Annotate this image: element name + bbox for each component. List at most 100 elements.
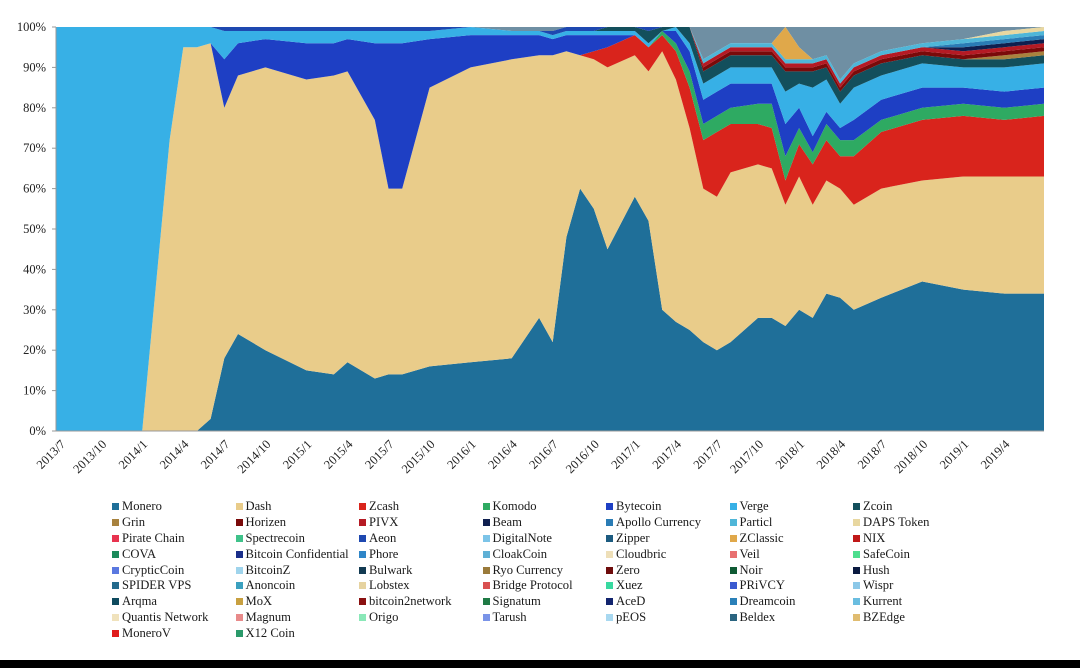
legend-label: Beam (492, 515, 522, 530)
x-tick-label: 2018/10 (891, 437, 930, 476)
legend-item: ZClassic (729, 530, 854, 547)
legend-label: CloakCoin (492, 546, 548, 561)
legend-item: DigitalNote (482, 531, 607, 547)
y-tick-label: 0% (29, 424, 46, 438)
legend-label: X12 Coin (245, 625, 295, 640)
legend-item: Magnum (235, 610, 360, 626)
legend-row: Monero Dash Zcash Komodo Bytecoin Verge Zcoin (112, 499, 992, 515)
legend-label: Apollo Currency (616, 515, 701, 530)
legend-label: pEOS (616, 609, 647, 624)
area-other-coins (56, 27, 1044, 80)
legend-swatch (359, 550, 366, 558)
x-tick-label: 2016/4 (485, 437, 520, 472)
legend-item: Spectrecoin (235, 531, 360, 547)
y-tick-label: 60% (23, 182, 46, 196)
legend-swatch (482, 566, 490, 574)
x-tick-label: 2019/1 (937, 437, 971, 471)
legend-label: AceD (616, 594, 646, 609)
legend-label: Anoncoin (245, 578, 296, 593)
legend-label: Xuez (616, 578, 643, 593)
area-zcoin (56, 27, 1044, 104)
x-tick-label: 2015/10 (399, 437, 438, 476)
x-tick-label: 2015/4 (321, 437, 356, 472)
legend-item: Apollo Currency (606, 515, 730, 531)
legend-label: PRiVCY (739, 578, 786, 593)
legend-swatch (482, 582, 490, 590)
legend-label: Bridge Protocol (492, 578, 573, 593)
legend-swatch (112, 582, 119, 590)
legend-item: MoX (235, 594, 360, 610)
legend-swatch (606, 534, 613, 542)
legend-item: SPIDER VPS (112, 578, 236, 594)
legend-label: bitcoin2network (369, 594, 452, 609)
legend-swatch (729, 582, 737, 590)
legend: Monero Dash Zcash Komodo Bytecoin Verge Zcoin G… (112, 499, 992, 641)
legend-label: Grin (122, 515, 146, 530)
legend-item: Quantis Network (112, 610, 236, 626)
legend-item: BitcoinZ (235, 562, 360, 578)
legend-label: Kurrent (863, 594, 903, 609)
legend-swatch (606, 550, 613, 558)
legend-label: Ryo Currency (492, 562, 564, 577)
x-tick-label: 2013/10 (70, 437, 109, 476)
legend-swatch (853, 613, 860, 621)
legend-label: SPIDER VPS (122, 578, 192, 593)
legend-item: Verge (729, 499, 854, 515)
x-tick-label: 2017/4 (650, 437, 685, 472)
legend-item: SafeCoin (853, 546, 977, 562)
legend-item: Cloudbric (606, 546, 730, 562)
legend-label: Phore (369, 546, 399, 561)
y-tick-label: 90% (23, 60, 46, 74)
legend-swatch (235, 629, 243, 637)
legend-swatch (359, 582, 366, 590)
legend-label: Horizen (245, 515, 287, 530)
legend-label: SafeCoin (863, 546, 910, 561)
legend-swatch (853, 519, 860, 527)
legend-item: Zcoin (853, 499, 977, 515)
legend-item: CrypticCoin (112, 562, 236, 578)
legend-item: Pirate Chain (112, 531, 236, 547)
legend-label: Zcoin (863, 499, 893, 514)
x-tick-label: 2014/4 (157, 437, 192, 472)
legend-label: MoX (245, 594, 273, 609)
legend-item: Beldex (729, 610, 854, 626)
legend-label: ZClassic (739, 530, 784, 545)
legend-row: COVA Bitcoin Confidential Phore CloakCoin Cl… (112, 546, 992, 562)
legend-swatch (359, 613, 366, 621)
x-tick-label: 2016/1 (444, 437, 478, 471)
x-tick-label: 2016/10 (563, 437, 602, 476)
legend-label: COVA (122, 546, 157, 561)
legend-label: Verge (739, 499, 769, 514)
legend-swatch (729, 550, 737, 558)
legend-row: CrypticCoin BitcoinZ Bulwark Ryo Currency Ze… (112, 562, 992, 578)
legend-swatch (235, 503, 243, 511)
legend-swatch (853, 503, 860, 511)
legend-swatch (853, 598, 860, 606)
legend-label: BitcoinZ (245, 562, 291, 577)
legend-swatch (482, 598, 490, 606)
area-monero (56, 188, 1044, 431)
legend-item: Aeon (359, 531, 483, 547)
legend-swatch (359, 503, 366, 511)
legend-swatch (729, 534, 737, 542)
legend-label: Zipper (616, 530, 650, 545)
legend-swatch (359, 598, 366, 606)
legend-label: Particl (739, 515, 773, 530)
area-layer (56, 27, 1044, 431)
legend-label: Lobstex (369, 578, 410, 593)
legend-item: Dash (235, 499, 360, 515)
legend-label: Arqma (122, 594, 157, 609)
y-tick-label: 70% (23, 141, 46, 155)
legend-item: MoneroV (112, 625, 236, 641)
legend-label: Signatum (492, 594, 541, 609)
legend-swatch (729, 613, 737, 621)
legend-item: PRiVCY (729, 578, 854, 594)
legend-swatch (235, 582, 243, 590)
legend-label: MoneroV (122, 625, 171, 640)
legend-row: MoneroV X12 Coin (112, 625, 992, 641)
legend-swatch (853, 582, 860, 590)
legend-swatch (112, 613, 119, 621)
legend-row: Grin Horizen PIVX Beam Apollo Currency Partic… (112, 515, 992, 531)
legend-swatch (482, 503, 490, 511)
legend-swatch (235, 613, 243, 621)
